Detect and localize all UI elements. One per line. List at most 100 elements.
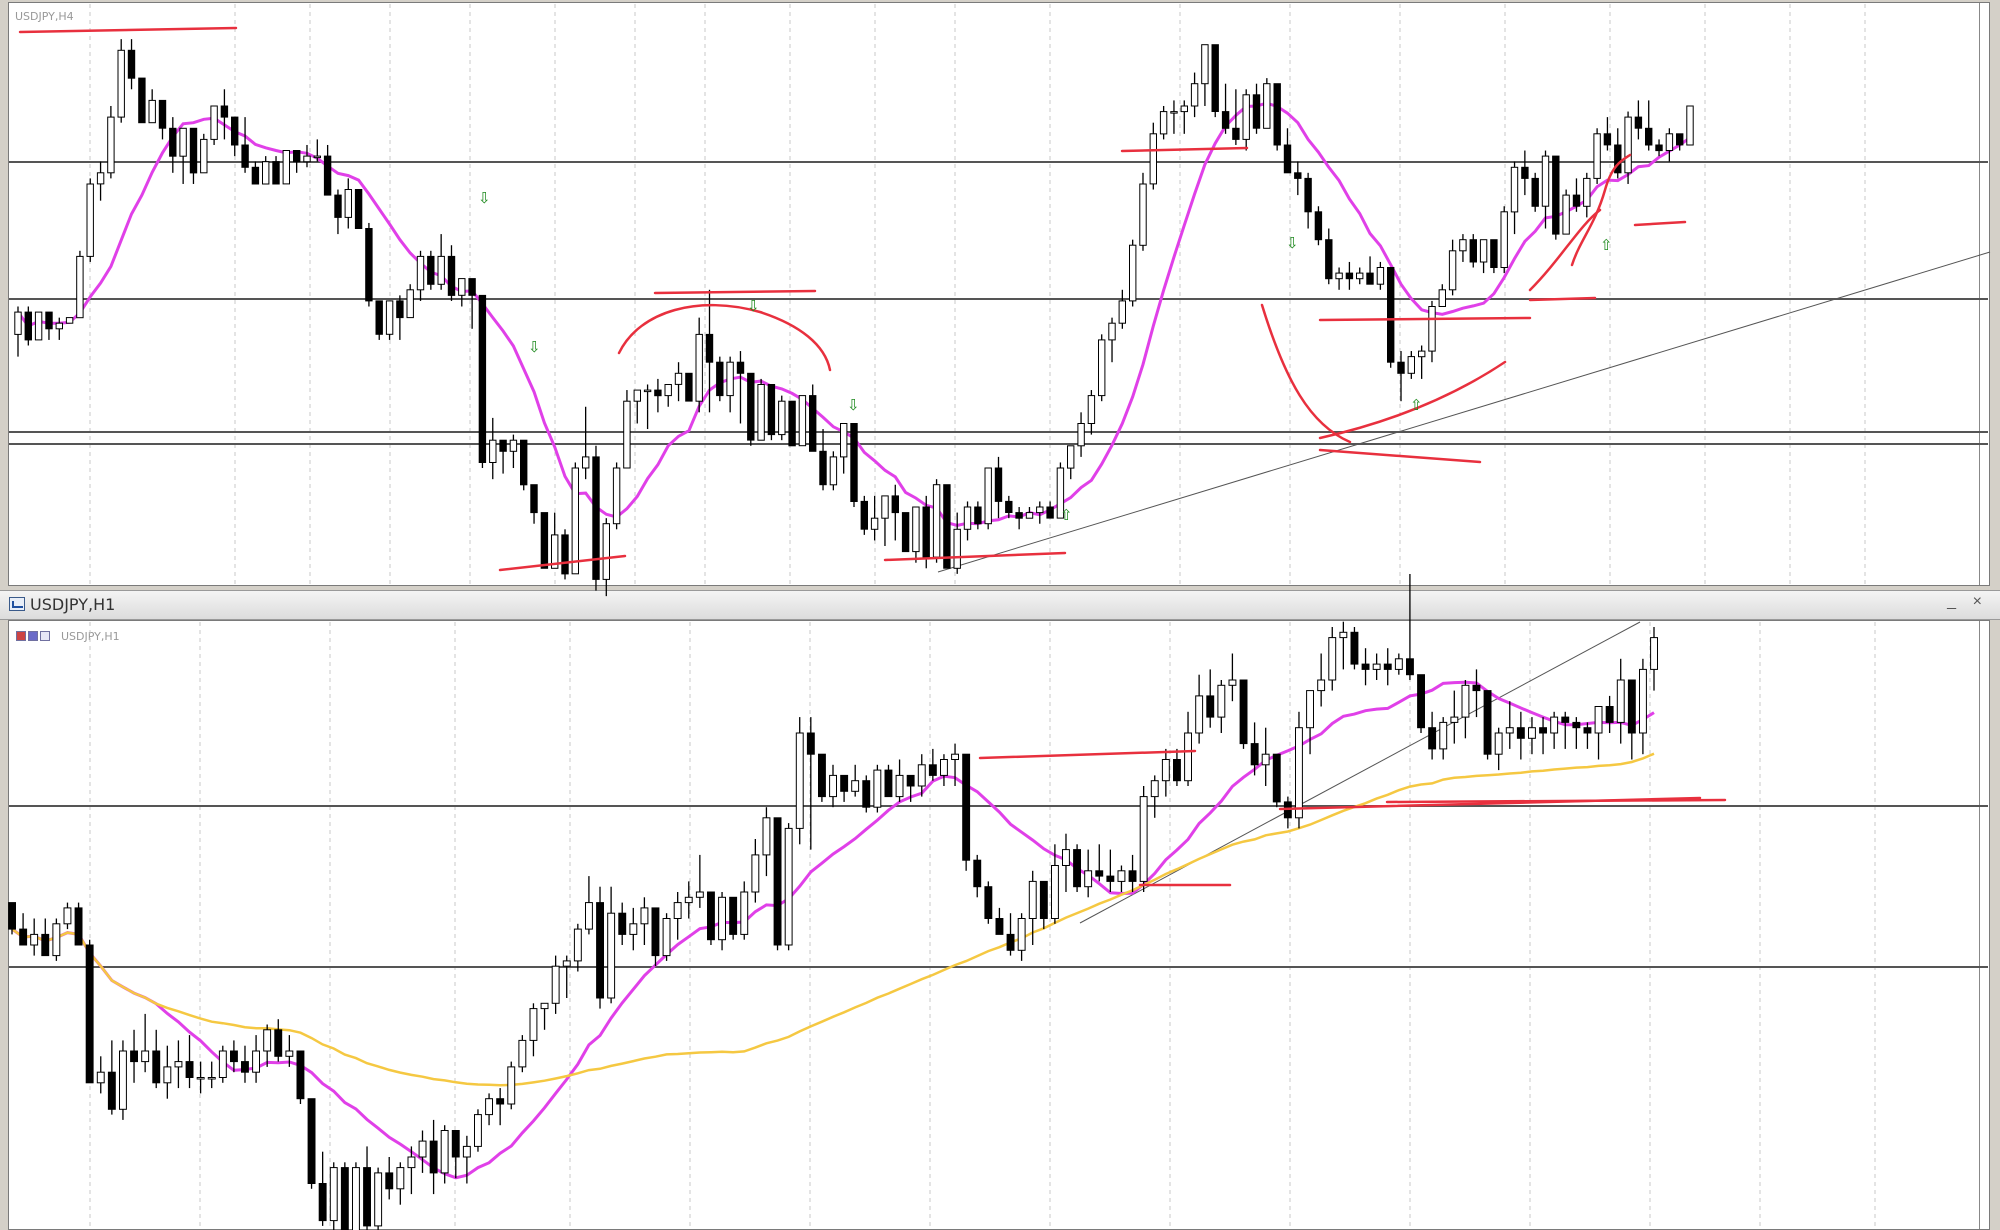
h4-candle-body — [530, 484, 538, 514]
h4-candle-body — [1252, 94, 1261, 129]
h1-candle-body — [1616, 679, 1625, 723]
h4-candle-body — [1221, 111, 1230, 129]
h1-candle-body — [96, 1071, 105, 1084]
annotation-stroke — [1528, 296, 1597, 302]
h1-candle-body — [1605, 706, 1614, 723]
h4-candle-body — [551, 534, 559, 569]
h4-candle-body — [489, 439, 497, 464]
h1-candle-body — [740, 891, 749, 935]
h1-candle-body — [396, 1167, 405, 1190]
h4-candle-body — [881, 495, 889, 519]
h4-candle-body — [922, 506, 930, 558]
h1-candle-body — [230, 1050, 238, 1063]
h1-candle-body — [374, 1172, 383, 1227]
h4-candle-body — [251, 166, 260, 185]
h1-candle-body — [906, 774, 915, 787]
h1-candle-body — [307, 1098, 316, 1184]
h1-candle-body — [529, 1008, 538, 1041]
h4-candle-body — [788, 400, 796, 447]
h1-candle-body — [851, 780, 860, 792]
h4-candle-body — [323, 155, 332, 196]
close-icon[interactable]: × — [1972, 593, 1982, 610]
h1-candle-body — [573, 928, 582, 962]
h4-candle-body — [1149, 133, 1157, 185]
h4-candle-body — [1541, 155, 1550, 207]
h1-candle-body — [19, 928, 28, 946]
h4-candle-body — [1438, 289, 1446, 307]
indicator-icon-blue[interactable] — [28, 631, 38, 641]
h1-price-scale[interactable] — [1979, 621, 1989, 1229]
h4-candle-body — [705, 333, 714, 363]
annotation-stroke — [18, 26, 238, 34]
h4-candle-body — [499, 439, 507, 452]
h4-candle-body — [24, 311, 33, 341]
h4-candle-body — [96, 172, 105, 185]
h1-candle-body — [1328, 637, 1337, 681]
h4-candle-body — [1376, 267, 1385, 285]
h1-candle-body — [218, 1050, 227, 1078]
h4-candle-body — [1448, 250, 1457, 291]
h1-candle-body — [995, 918, 1004, 935]
h4-candle-body — [654, 389, 662, 397]
h4-candle-body — [1077, 423, 1085, 447]
h4-candle-body — [1190, 83, 1199, 107]
h4-candle-body — [241, 144, 249, 168]
signal-arrow-icon: ⇩ — [478, 189, 491, 207]
h1-candle-body — [41, 933, 50, 957]
h4-candle-body — [76, 255, 84, 319]
minimize-icon[interactable]: _ — [1947, 593, 1956, 610]
chart-window-icon — [9, 597, 25, 611]
h4-candle-body — [189, 127, 198, 174]
h4-candle-body — [870, 517, 879, 530]
annotation-stroke — [653, 289, 817, 295]
annotation-stroke — [1385, 798, 1727, 804]
h1-candle-body — [152, 1050, 161, 1084]
h1-candle-body — [1483, 690, 1492, 755]
h4-candle-body — [148, 99, 156, 124]
h4-candle-body — [437, 255, 445, 285]
h4-candle-body — [282, 150, 291, 185]
h1-candle-body — [462, 1145, 471, 1158]
h4-candle-body — [984, 467, 992, 525]
h4-candle-body — [1025, 512, 1034, 519]
h1-candle-body — [951, 753, 959, 761]
h4-candle-body — [1087, 395, 1096, 425]
h4-candle-body — [1273, 83, 1281, 146]
h1-candle-body — [1150, 780, 1159, 798]
h1-candle-body — [1006, 933, 1015, 951]
h1-candle-body — [1306, 690, 1314, 729]
h1-candle-body — [729, 896, 738, 935]
h4-candle-body — [674, 372, 683, 385]
h4-candle-body — [1593, 133, 1601, 179]
signal-arrow-icon: ⇧ — [1600, 236, 1613, 254]
h1-candle-body — [840, 774, 849, 792]
h4-candle-body — [1242, 94, 1250, 140]
h4-candle-body — [509, 439, 518, 452]
h4-candle-body — [293, 150, 301, 163]
h1-candle-body — [695, 891, 704, 898]
h4-candle-body — [747, 372, 755, 441]
h1-candle-body — [1372, 663, 1381, 670]
h1-candle-body — [1361, 663, 1370, 670]
h4-candle-body — [1294, 172, 1302, 179]
h1-candle-body — [52, 923, 61, 957]
h1-candle-body — [718, 896, 726, 941]
h1-candle-body — [474, 1114, 482, 1147]
indicator-icon-red[interactable] — [16, 631, 26, 641]
signal-arrow-icon: ⇩ — [1286, 234, 1299, 252]
h4-candle-body — [169, 127, 177, 157]
h4-candle-body — [901, 512, 910, 553]
h4-candle-body — [1397, 361, 1405, 374]
annotation-stroke — [1120, 146, 1249, 153]
h4-candle-body — [313, 155, 322, 159]
h4-candle-body — [210, 105, 218, 140]
h4-candle-body — [932, 484, 941, 558]
h1-window-titlebar[interactable]: USDJPY,H1 _ × — [0, 590, 2000, 620]
h4-price-scale[interactable] — [1979, 3, 1989, 585]
indicator-icon-list[interactable] — [40, 631, 50, 641]
h4-candle-body — [840, 423, 848, 458]
h1-candle-body — [1173, 759, 1181, 782]
h1-candle-body — [1073, 849, 1081, 888]
h4-candle-body — [1521, 166, 1529, 179]
h1-candle-body — [640, 907, 649, 925]
